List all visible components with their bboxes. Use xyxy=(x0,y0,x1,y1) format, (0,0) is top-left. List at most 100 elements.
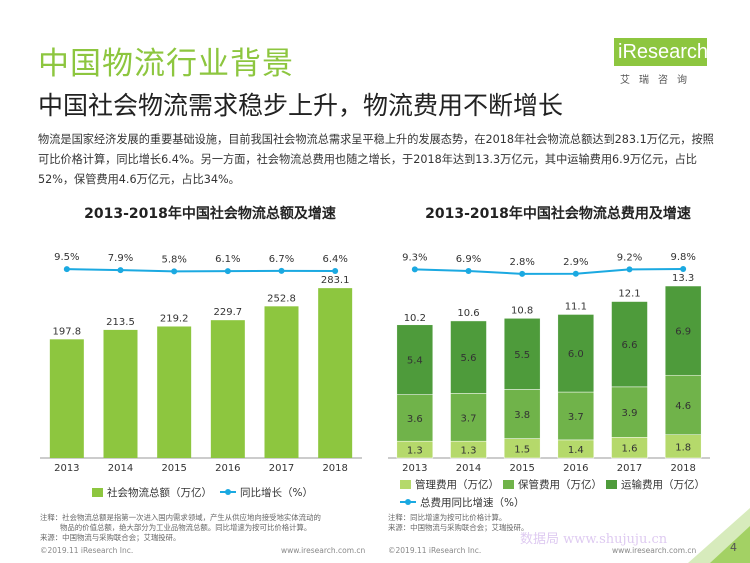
chart2-line-label: 9.8% xyxy=(670,252,695,263)
chart1-x-tick: 2014 xyxy=(108,463,133,474)
chart2-bar-segment xyxy=(611,301,648,388)
chart2-site: www.iresearch.com.cn xyxy=(612,546,697,555)
logo-subtext: 艾瑞咨询 xyxy=(620,75,696,86)
chart2-x-tick: 2017 xyxy=(617,463,642,474)
chart2-total-label: 13.3 xyxy=(672,273,694,284)
chart1-bar-label: 229.7 xyxy=(214,307,243,318)
chart1-line-point xyxy=(63,266,70,273)
chart2-segment-label: 1.3 xyxy=(461,446,477,457)
chart2-bar-segment xyxy=(664,374,702,435)
chart1-line-point xyxy=(224,268,231,275)
chart2-note-1: 注释：同比增速为按可比价格计算。 xyxy=(388,513,507,522)
chart1-bar-label: 252.8 xyxy=(267,293,296,304)
chart1-line-label: 9.5% xyxy=(54,252,79,263)
chart1-line-point xyxy=(278,267,285,274)
chart2-bar-segment xyxy=(450,320,487,394)
corner-decoration xyxy=(688,508,750,563)
chart2-segment-label: 1.5 xyxy=(514,444,530,455)
chart2-line-label: 6.9% xyxy=(456,254,481,265)
chart2-segment-label: 3.7 xyxy=(461,413,477,424)
chart1-note-2: 物品的价值总额，绝大部分为工业品物流总额。同比增速为按可比价格计算。 xyxy=(60,523,312,532)
chart1-line-point xyxy=(117,267,124,274)
chart2-line-point xyxy=(411,266,418,273)
chart1-x-tick: 2017 xyxy=(269,463,294,474)
page-title: 中国物流行业背景 xyxy=(38,46,294,82)
chart2-x-tick: 2014 xyxy=(456,463,481,474)
chart2-segment-label: 1.4 xyxy=(568,445,584,456)
watermark: 数据局 www.shujuju.cn xyxy=(520,532,668,547)
chart2-segment-label: 5.6 xyxy=(461,353,477,364)
chart2-line-label: 2.9% xyxy=(563,257,588,268)
chart2-segment-label: 6.9 xyxy=(675,327,691,338)
chart2-line-label: 2.8% xyxy=(509,257,534,268)
chart1-bar xyxy=(318,288,353,458)
chart1-line-label: 6.4% xyxy=(322,254,347,265)
page-subtitle: 中国社会物流需求稳步上升，物流费用不断增长 xyxy=(38,91,564,120)
legend-line-icon xyxy=(400,499,416,505)
chart2-total-label: 11.1 xyxy=(565,301,587,312)
chart1-bar xyxy=(264,306,299,458)
chart2-total-label: 10.8 xyxy=(511,305,533,316)
chart1-site: www.iresearch.com.cn xyxy=(281,546,366,555)
chart2-line-point xyxy=(572,270,579,277)
chart1-x-tick: 2013 xyxy=(54,463,79,474)
chart2-segment-label: 4.6 xyxy=(675,401,691,412)
chart2-line-point xyxy=(465,268,472,274)
chart2-bar-segment xyxy=(664,285,702,376)
chart2-segment-label: 5.5 xyxy=(514,350,530,361)
chart2-legend-storage: 保管费用（万亿） xyxy=(503,477,602,492)
legend-swatch xyxy=(400,480,411,489)
legend-label: 社会物流总额（万亿） xyxy=(107,487,212,499)
chart1-bar-label: 213.5 xyxy=(106,317,135,328)
legend-swatch xyxy=(92,488,103,497)
chart1-legend-bar: 社会物流总额（万亿） xyxy=(92,485,212,500)
chart2-line-point xyxy=(626,266,633,273)
chart2-bar-segment xyxy=(503,318,541,390)
chart2-segment-label: 1.8 xyxy=(675,442,691,453)
chart1-line-point xyxy=(171,268,178,275)
chart2-bar-segment xyxy=(450,393,487,442)
chart2-bar-segment xyxy=(396,394,434,442)
chart2-legend-mgmt: 管理费用（万亿） xyxy=(400,477,499,492)
chart2-segment-label: 3.6 xyxy=(407,414,423,425)
chart2-line-label: 9.3% xyxy=(402,252,427,263)
chart2-x-tick: 2015 xyxy=(509,463,534,474)
chart2-total-label: 12.1 xyxy=(618,289,640,300)
chart1-title: 2013-2018年中国社会物流总额及增速 xyxy=(84,206,336,222)
logo-text: iResearch xyxy=(614,38,708,66)
chart1-bar-label: 219.2 xyxy=(160,313,189,324)
legend-swatch xyxy=(606,480,617,489)
chart2-bar-segment xyxy=(611,386,648,438)
legend-swatch xyxy=(503,480,514,489)
chart2-x-tick: 2016 xyxy=(563,463,588,474)
chart2-legend-transport: 运输费用（万亿） xyxy=(606,477,705,492)
chart2-segment-label: 6.6 xyxy=(622,340,638,351)
chart1-bar xyxy=(210,320,245,458)
legend-label: 管理费用（万亿） xyxy=(415,479,499,491)
legend-label: 总费用同比增速（%） xyxy=(420,497,525,509)
chart1-line-label: 7.9% xyxy=(108,253,133,264)
legend-line-icon xyxy=(220,489,236,495)
chart1-x-tick: 2018 xyxy=(322,463,347,474)
chart2-segment-label: 1.6 xyxy=(622,444,638,455)
legend-label: 保管费用（万亿） xyxy=(518,479,602,491)
chart2-line-point xyxy=(680,265,687,272)
chart2-bar-segment xyxy=(503,389,541,439)
iresearch-logo: iResearch 艾瑞咨询 xyxy=(614,38,709,92)
chart2-copyright: ©2019.11 iResearch Inc. xyxy=(388,546,482,555)
chart2-segment-label: 6.0 xyxy=(568,349,584,360)
chart1-source: 来源：中国物流与采购联合会；艾瑞投研。 xyxy=(40,533,181,542)
chart1-x-tick: 2015 xyxy=(161,463,186,474)
chart1-growth-line xyxy=(66,268,336,273)
chart2-bar-segment xyxy=(396,324,434,395)
chart2-segment-label: 5.4 xyxy=(407,356,423,367)
chart1-line-label: 6.1% xyxy=(215,254,240,265)
chart2-total-label: 10.6 xyxy=(457,308,479,319)
chart1-line-label: 6.7% xyxy=(269,254,294,265)
chart2-legend-line: 总费用同比增速（%） xyxy=(400,495,524,510)
chart1-x-tick: 2016 xyxy=(215,463,240,474)
page-number: 4 xyxy=(730,541,737,554)
legend-label: 同比增长（%） xyxy=(240,487,313,499)
chart2-x-tick: 2018 xyxy=(670,463,695,474)
